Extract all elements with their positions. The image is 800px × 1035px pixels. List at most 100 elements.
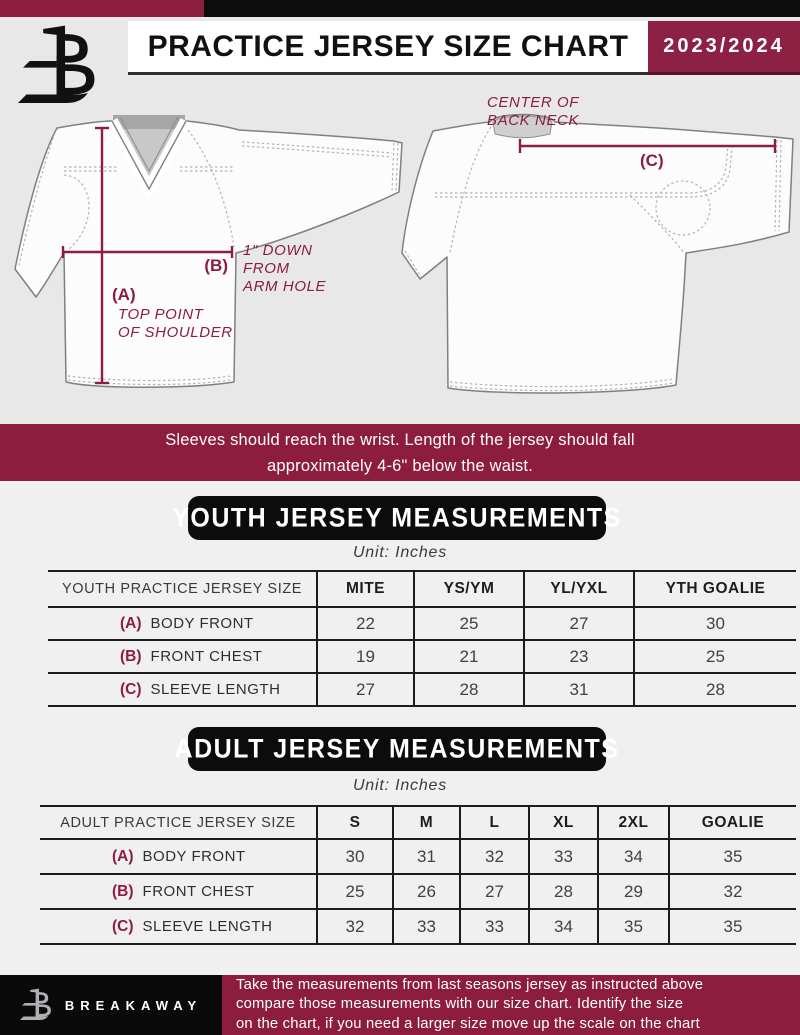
- table-cell: 22: [316, 608, 413, 641]
- table-cell: 31: [523, 674, 633, 707]
- youth-section-header: YOUTH JERSEY MEASUREMENTS: [172, 496, 620, 540]
- table-cell: 32: [316, 910, 392, 945]
- youth-unit-label: Unit: Inches: [352, 544, 448, 561]
- column-header: L: [459, 805, 528, 840]
- table-row-label: (A) BODY FRONT: [40, 840, 316, 875]
- label-c-key: (C): [640, 151, 664, 170]
- table-cell: 33: [392, 910, 459, 945]
- table-cell: 34: [528, 910, 597, 945]
- footer-note: Take the measurements from last seasons …: [222, 975, 800, 1035]
- measurement-line-a: [95, 126, 109, 385]
- label-b-line1: 1" DOWN: [243, 242, 313, 259]
- page-title-box: PRACTICE JERSEY SIZE CHART: [128, 21, 648, 75]
- note-line-1: Take the measurements from last seasons …: [236, 976, 704, 993]
- table-cell: 35: [668, 910, 796, 945]
- jersey-back-diagram: CENTER OF BACK NECK (C): [401, 94, 794, 394]
- measurement-line-c: [518, 139, 777, 153]
- measurement-line-b: [61, 246, 234, 258]
- adult-size-table: ADULT PRACTICE JERSEY SIZE S M L XL 2XL …: [40, 805, 796, 945]
- row-key: (C): [112, 917, 134, 935]
- table-cell: 33: [459, 910, 528, 945]
- table-cell: 25: [316, 875, 392, 910]
- table-cell: 19: [316, 641, 413, 674]
- page-title: PRACTICE JERSEY SIZE CHART: [147, 29, 629, 63]
- notice-line-1: Sleeves should reach the wrist. Length o…: [165, 430, 635, 449]
- jersey-diagrams: (B) 1" DOWN FROM ARM HOLE (A) TOP POINT …: [14, 94, 794, 394]
- row-key: (A): [112, 847, 134, 865]
- notice-line-2: approximately 4-6" below the waist.: [267, 456, 533, 475]
- note-line-2: compare those measurements with our size…: [236, 996, 684, 1013]
- table-cell: 34: [597, 840, 668, 875]
- breakaway-logo-footer: [19, 988, 51, 1020]
- adult-section-header: ADULT JERSEY MEASUREMENTS: [175, 727, 618, 771]
- label-b-key: (B): [204, 256, 228, 275]
- season-label: 2023/2024: [663, 35, 785, 57]
- column-header: S: [316, 805, 392, 840]
- column-header: MITE: [316, 570, 413, 608]
- row-label: BODY FRONT: [150, 615, 254, 632]
- youth-size-table: YOUTH PRACTICE JERSEY SIZE MITE YS/YM YL…: [48, 570, 796, 707]
- row-label: BODY FRONT: [142, 848, 246, 865]
- column-header: M: [392, 805, 459, 840]
- table-cell: 32: [668, 875, 796, 910]
- label-b-line3: ARM HOLE: [242, 278, 327, 295]
- table-cell: 35: [668, 840, 796, 875]
- table-cell: 23: [523, 641, 633, 674]
- row-key: (B): [120, 647, 142, 665]
- table-cell: 28: [528, 875, 597, 910]
- label-a-line2: OF SHOULDER: [118, 324, 233, 341]
- column-header: 2XL: [597, 805, 668, 840]
- table-cell: 30: [316, 840, 392, 875]
- row-label: FRONT CHEST: [150, 648, 263, 665]
- footer-brand-panel: BREAKAWAY: [0, 975, 222, 1035]
- table-cell: 28: [413, 674, 523, 707]
- jersey-front-diagram: (B) 1" DOWN FROM ARM HOLE (A) TOP POINT …: [14, 115, 403, 388]
- brand-name: BREAKAWAY: [64, 997, 203, 1013]
- table-row-label: (C) SLEEVE LENGTH: [48, 674, 316, 707]
- adult-size-label: ADULT PRACTICE JERSEY SIZE: [40, 805, 316, 840]
- top-accent-strip-black: [204, 0, 800, 17]
- table-cell: 25: [413, 608, 523, 641]
- table-cell: 28: [633, 674, 796, 707]
- table-row-label: (A) BODY FRONT: [48, 608, 316, 641]
- fit-notice-banner: Sleeves should reach the wrist. Length o…: [0, 424, 800, 481]
- note-line-3: on the chart, if you need a larger size …: [236, 1015, 700, 1032]
- table-cell: 21: [413, 641, 523, 674]
- table-cell: 31: [392, 840, 459, 875]
- table-cell: 29: [597, 875, 668, 910]
- season-badge: 2023/2024: [648, 21, 800, 75]
- table-row-label: (C) SLEEVE LENGTH: [40, 910, 316, 945]
- breakaway-logo: [18, 25, 95, 103]
- label-b-line2: FROM: [243, 260, 290, 277]
- adult-unit-label: Unit: Inches: [352, 777, 448, 794]
- row-label: FRONT CHEST: [142, 883, 255, 900]
- table-row-label: (B) FRONT CHEST: [48, 641, 316, 674]
- table-cell: 33: [528, 840, 597, 875]
- table-cell: 35: [597, 910, 668, 945]
- row-label: SLEEVE LENGTH: [150, 681, 281, 698]
- label-a-line1: TOP POINT: [118, 306, 205, 323]
- label-c-line1: CENTER OF: [487, 94, 579, 111]
- table-cell: 27: [316, 674, 413, 707]
- label-c-line2: BACK NECK: [487, 112, 579, 129]
- table-cell: 32: [459, 840, 528, 875]
- row-label: SLEEVE LENGTH: [142, 918, 273, 935]
- table-cell: 27: [459, 875, 528, 910]
- table-cell: 26: [392, 875, 459, 910]
- adult-section-title: ADULT JERSEY MEASUREMENTS: [174, 733, 620, 764]
- youth-section-title: YOUTH JERSEY MEASUREMENTS: [172, 502, 622, 533]
- column-header: YS/YM: [413, 570, 523, 608]
- column-header: YTH GOALIE: [633, 570, 796, 608]
- column-header: GOALIE: [668, 805, 796, 840]
- table-cell: 30: [633, 608, 796, 641]
- column-header: YL/YXL: [523, 570, 633, 608]
- youth-size-label: YOUTH PRACTICE JERSEY SIZE: [48, 570, 316, 608]
- column-header: XL: [528, 805, 597, 840]
- label-a-key: (A): [112, 285, 136, 304]
- row-key: (A): [120, 614, 142, 632]
- row-key: (C): [120, 680, 142, 698]
- table-cell: 25: [633, 641, 796, 674]
- table-row-label: (B) FRONT CHEST: [40, 875, 316, 910]
- row-key: (B): [112, 882, 134, 900]
- table-cell: 27: [523, 608, 633, 641]
